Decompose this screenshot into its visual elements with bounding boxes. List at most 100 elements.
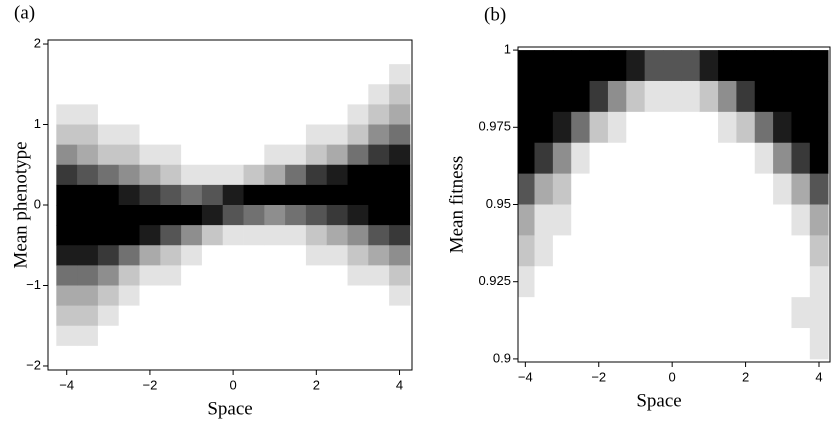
heat-cell xyxy=(368,104,390,125)
y-tick-label: 0.9 xyxy=(493,350,511,365)
heat-cell xyxy=(264,104,286,125)
heat-cell xyxy=(160,205,182,226)
heat-cell xyxy=(534,328,554,360)
heat-cell xyxy=(552,111,572,144)
heat-cell xyxy=(77,64,99,85)
heat-cell xyxy=(368,84,390,105)
heat-cell xyxy=(534,266,554,298)
heat-cell xyxy=(243,245,265,266)
heat-cell xyxy=(699,235,719,267)
heat-cell xyxy=(347,104,369,125)
heat-cell xyxy=(305,124,328,146)
heat-cell xyxy=(571,328,590,360)
heat-cell xyxy=(644,111,664,144)
heat-cell xyxy=(139,184,161,206)
heat-cell xyxy=(243,265,265,286)
heat-cell xyxy=(644,142,664,175)
heat-cell xyxy=(571,111,590,144)
heat-cell xyxy=(552,266,572,298)
heat-cell xyxy=(139,325,161,347)
heat-cell xyxy=(389,285,411,307)
heat-cell xyxy=(368,345,390,367)
heat-cell xyxy=(809,328,829,360)
heat-cell xyxy=(389,225,411,246)
heat-cell xyxy=(97,205,120,226)
heat-cell xyxy=(118,325,140,347)
heat-cell xyxy=(222,184,244,206)
heat-cell xyxy=(607,80,627,113)
heat-cell xyxy=(389,124,411,146)
heat-cell xyxy=(518,111,535,144)
heat-cell xyxy=(699,328,719,360)
heat-cell xyxy=(326,205,348,226)
heat-cell xyxy=(644,80,664,113)
heat-cell xyxy=(699,142,719,175)
heat-cell xyxy=(305,184,328,206)
heat-cell xyxy=(626,50,646,82)
heat-cell xyxy=(56,104,78,125)
heat-cell xyxy=(326,225,348,246)
heat-cell xyxy=(139,305,161,327)
heat-cell xyxy=(791,142,811,175)
heat-cell xyxy=(589,266,609,298)
heat-cell xyxy=(222,64,244,85)
heat-cell xyxy=(326,44,348,65)
heat-cell xyxy=(285,144,307,166)
heat-cell xyxy=(118,345,140,367)
heat-cell xyxy=(589,235,609,267)
heat-cell xyxy=(56,265,78,286)
heat-cell xyxy=(368,44,390,65)
heat-cell xyxy=(809,204,829,236)
heat-cell xyxy=(736,266,756,298)
heat-cell xyxy=(201,44,224,65)
heat-cell xyxy=(243,184,265,206)
heat-cell xyxy=(552,235,572,267)
heat-cell xyxy=(160,84,182,105)
y-tick-label: 1 xyxy=(34,116,41,131)
heat-cell xyxy=(699,173,719,205)
heat-cell xyxy=(389,245,411,266)
heat-cell xyxy=(644,173,664,205)
heat-cell xyxy=(389,164,411,186)
heat-cell xyxy=(644,328,664,360)
heat-cell xyxy=(181,164,203,186)
heat-cell xyxy=(264,205,286,226)
heat-cell xyxy=(222,285,244,307)
heat-cell xyxy=(118,285,140,307)
heat-cell xyxy=(160,124,182,146)
heat-cell xyxy=(736,80,756,113)
heat-cell xyxy=(222,205,244,226)
heat-cell xyxy=(662,204,682,236)
heat-cell xyxy=(160,245,182,266)
heat-cell xyxy=(626,142,646,175)
heat-cell xyxy=(699,266,719,298)
heat-cell xyxy=(77,285,99,307)
heat-cell xyxy=(97,64,120,85)
heat-cell xyxy=(791,50,811,82)
heat-cell xyxy=(368,305,390,327)
heat-cell xyxy=(681,235,701,267)
heat-cell xyxy=(77,345,99,367)
heat-cell xyxy=(389,144,411,166)
heat-cell xyxy=(97,104,120,125)
heat-cell xyxy=(160,64,182,85)
heat-cell xyxy=(285,164,307,186)
heat-cell xyxy=(201,104,224,125)
heat-cell xyxy=(97,345,120,367)
heat-cell xyxy=(644,297,664,329)
heat-cell xyxy=(118,144,140,166)
heat-cell xyxy=(718,328,737,360)
heat-cell xyxy=(243,325,265,347)
x-tick-label: 0 xyxy=(230,377,237,392)
heat-cell xyxy=(222,305,244,327)
y-axis-label: Mean fitness xyxy=(446,156,467,254)
heat-cell xyxy=(201,305,224,327)
x-tick-label: −2 xyxy=(591,369,606,384)
heat-cell xyxy=(809,173,829,205)
heat-cell xyxy=(77,305,99,327)
heat-cell xyxy=(809,111,829,144)
heat-cell xyxy=(736,50,756,82)
heat-cell xyxy=(518,142,535,175)
heat-cell xyxy=(791,297,811,329)
heat-cell xyxy=(736,328,756,360)
